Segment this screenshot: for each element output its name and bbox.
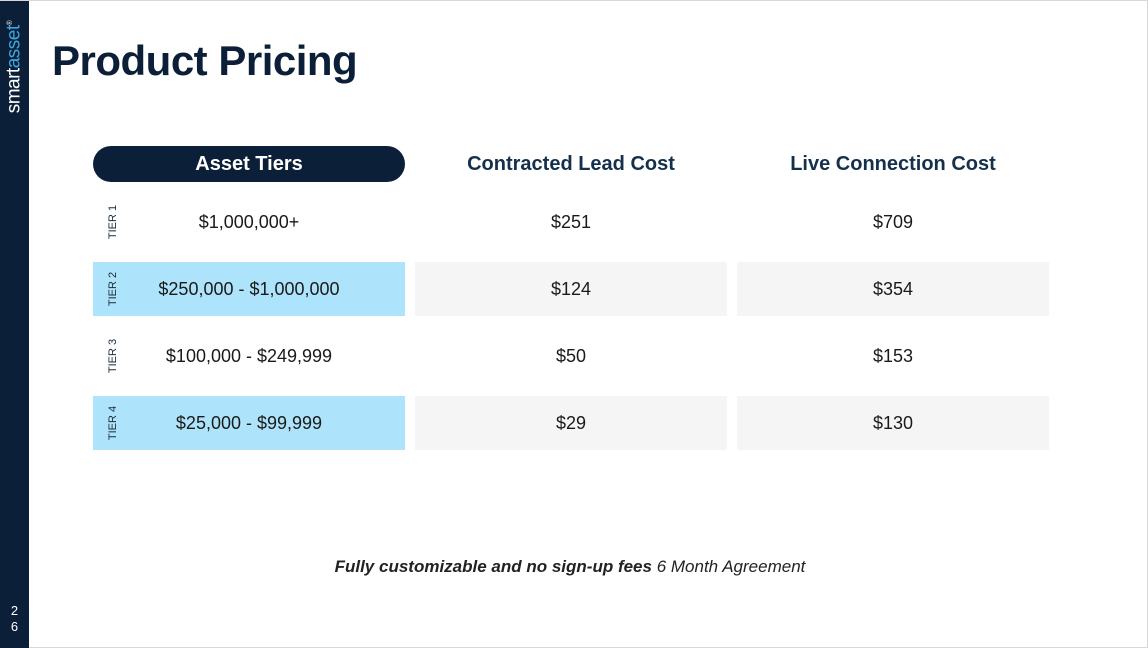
tier-label: TIER 2 (107, 271, 119, 307)
asset-range: $100,000 - $249,999 (165, 345, 333, 366)
live-cost-cell: $709 (872, 211, 914, 232)
tier-label: TIER 3 (107, 338, 119, 374)
header-asset-tiers: Asset Tiers (93, 146, 405, 182)
asset-range: $1,000,000+ (198, 211, 300, 232)
tier-label: TIER 1 (107, 204, 119, 240)
live-cost-cell: $130 (737, 396, 1049, 450)
tier-cell: TIER 1 $1,000,000+ (93, 195, 405, 249)
table-row: TIER 1 $1,000,000+ $251 $709 (93, 195, 1049, 249)
lead-cost-cell: $50 (555, 345, 587, 366)
tier-cell: TIER 2 $250,000 - $1,000,000 (93, 262, 405, 316)
live-cost-cell: $354 (737, 262, 1049, 316)
tier-cell: TIER 3 $100,000 - $249,999 (93, 329, 405, 383)
live-cost-cell: $153 (872, 345, 914, 366)
page-title: Product Pricing (52, 37, 358, 84)
lead-cost-cell: $124 (415, 262, 727, 316)
header-contracted-lead-cost: Contracted Lead Cost (467, 152, 675, 175)
sidebar: smartasset® 26 (0, 1, 29, 648)
table-row: TIER 4 $25,000 - $99,999 $29 $130 (93, 396, 1049, 450)
table-row: TIER 2 $250,000 - $1,000,000 $124 $354 (93, 262, 1049, 316)
tier-cell: TIER 4 $25,000 - $99,999 (93, 396, 405, 450)
footnote: Fully customizable and no sign-up fees 6… (0, 557, 1140, 577)
table-row: TIER 3 $100,000 - $249,999 $50 $153 (93, 329, 1049, 383)
smartasset-logo: smartasset® (3, 20, 25, 114)
footnote-agreement: 6 Month Agreement (656, 557, 806, 576)
asset-range: $25,000 - $99,999 (175, 412, 323, 433)
tier-label: TIER 4 (107, 405, 119, 441)
header-live-connection-cost: Live Connection Cost (790, 152, 996, 175)
footnote-bold: Fully customizable and no sign-up fees (334, 557, 652, 576)
asset-range: $250,000 - $1,000,000 (158, 278, 340, 299)
page-number: 26 (10, 603, 19, 634)
lead-cost-cell: $29 (415, 396, 727, 450)
lead-cost-cell: $251 (550, 211, 592, 232)
